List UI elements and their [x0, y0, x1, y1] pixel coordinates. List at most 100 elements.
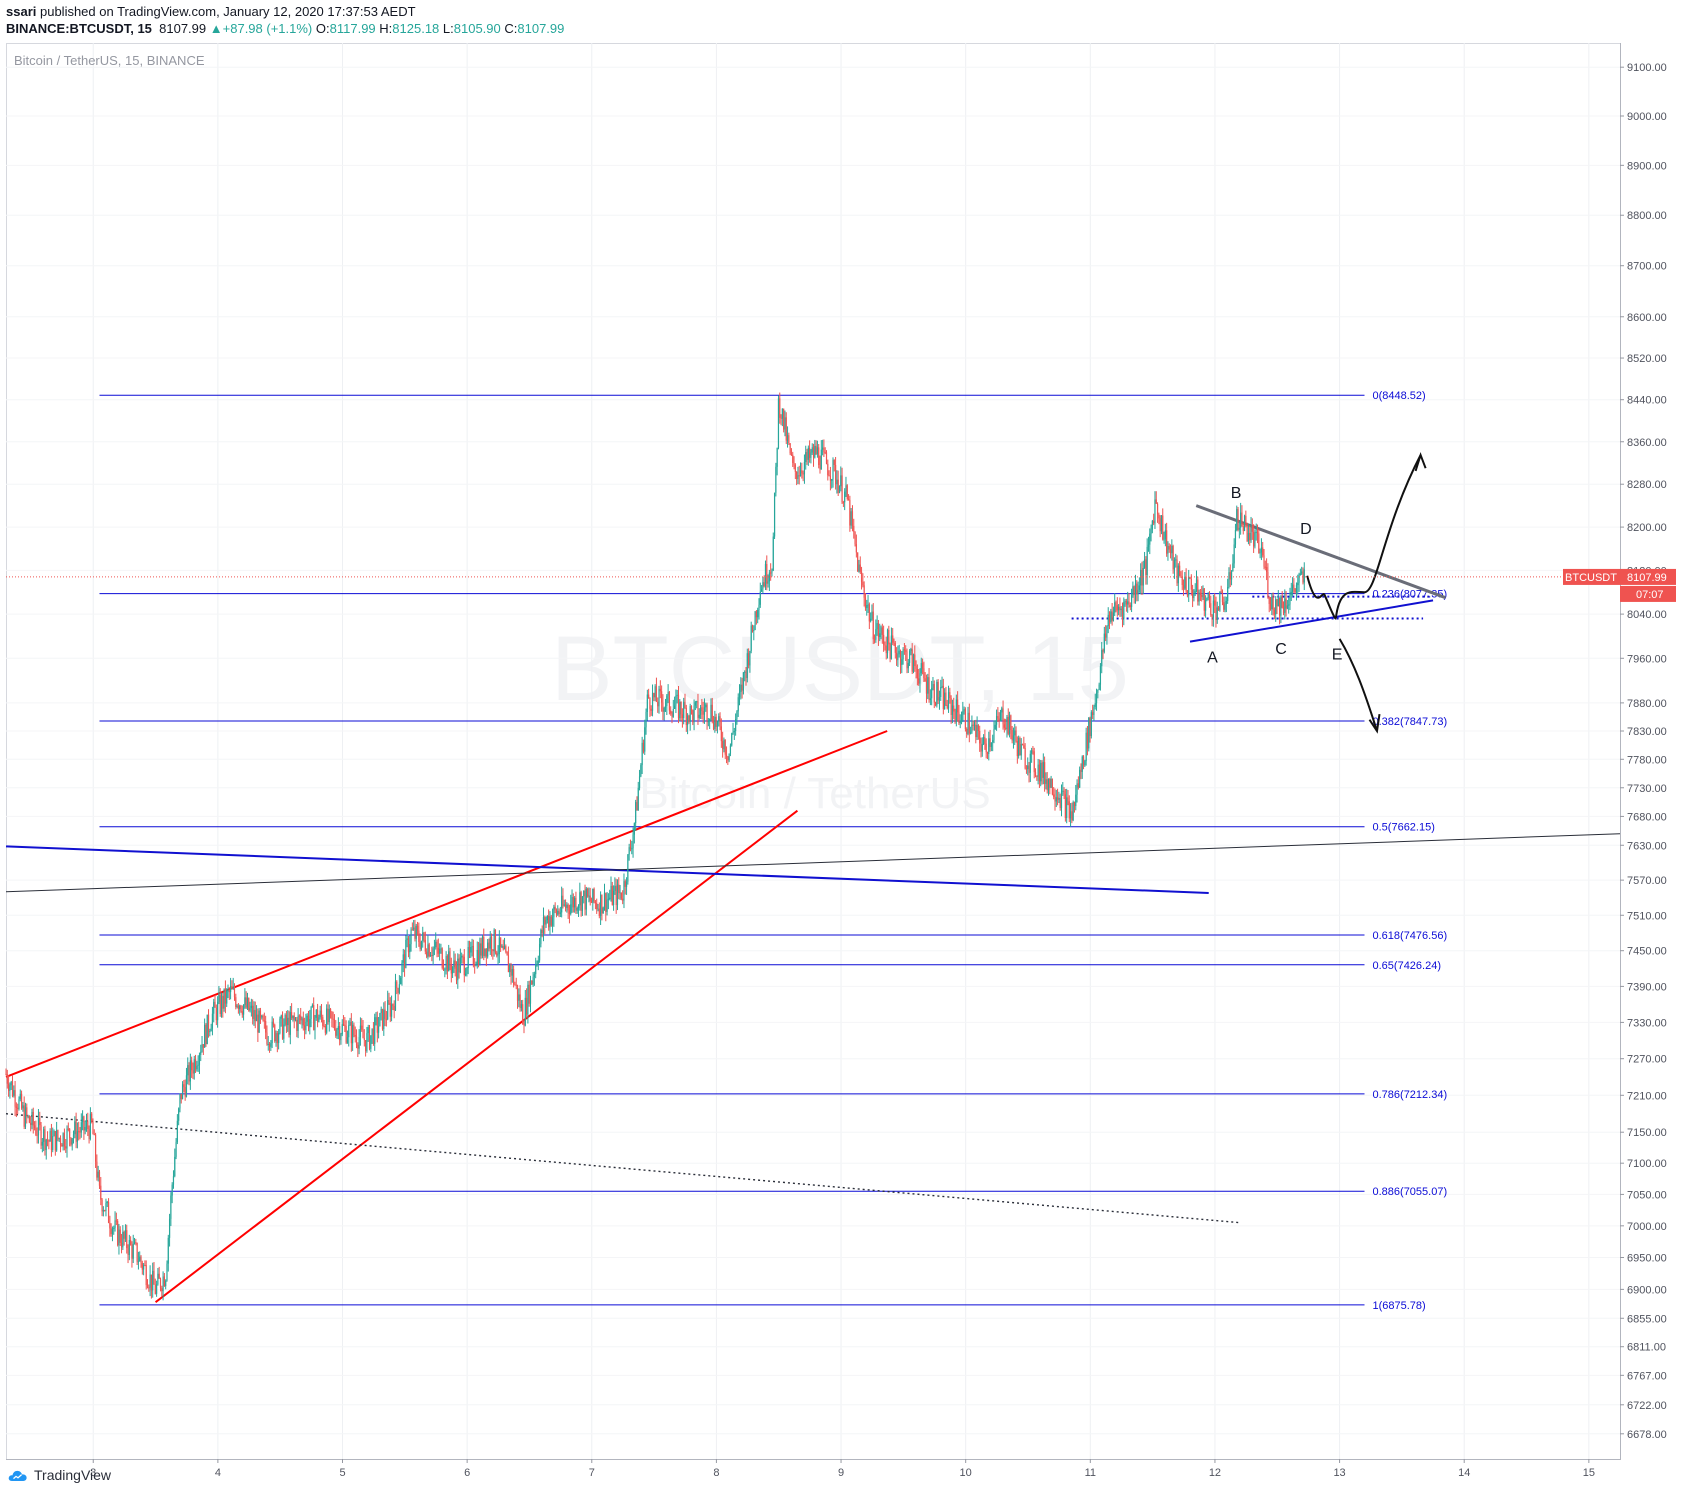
candle-body [940, 687, 942, 698]
candle-body [1049, 778, 1051, 788]
candle-body [1155, 499, 1157, 504]
candle-body [924, 678, 926, 682]
tradingview-logo[interactable]: TradingView [8, 1467, 111, 1483]
candle-body [497, 954, 499, 956]
candle-body [733, 731, 735, 733]
candle-body [990, 742, 992, 747]
candle-body [788, 435, 790, 444]
candle-body [988, 738, 990, 755]
candle-body [845, 485, 847, 492]
price-tick-label: 8440.00 [1627, 395, 1667, 407]
candle-body [1294, 588, 1296, 593]
candle-body [241, 1011, 243, 1015]
candle-body [625, 881, 628, 887]
candle-body [72, 1134, 75, 1139]
candle-body [1299, 573, 1301, 575]
candle-body [527, 984, 529, 1015]
candle-body [1124, 601, 1126, 603]
candle-body [971, 724, 973, 733]
candle-body [188, 1065, 190, 1082]
candle-body [1102, 650, 1104, 652]
candle-body [719, 716, 721, 727]
price-tick-label: 7570.00 [1627, 875, 1667, 887]
candle-body [1137, 589, 1139, 595]
candle-body [132, 1243, 134, 1259]
candle-body [88, 1129, 90, 1139]
candle-body [239, 1005, 241, 1009]
candle-body [805, 452, 807, 463]
candle-body [252, 1005, 254, 1019]
candle-body [180, 1093, 182, 1100]
price-tick-label: 8200.00 [1627, 522, 1667, 534]
candle-body [1088, 717, 1090, 749]
candle-body [689, 706, 691, 722]
candle-body [640, 765, 642, 777]
candle-body [945, 692, 947, 705]
wave-label-C: C [1275, 641, 1287, 658]
time-axis[interactable]: 3 4 5 6 7 8 9 10 11 12 13 14 15 [90, 1459, 1595, 1479]
price-axis[interactable]: 6678.00 6722.00 6767.00 6811.00 6855.00 6900.… [1620, 62, 1667, 1441]
candle-body [528, 984, 530, 1004]
candle-body [1068, 801, 1070, 819]
candle-body [780, 417, 782, 419]
candle-body [359, 1025, 362, 1038]
candle-body [583, 890, 585, 897]
fib-retracement[interactable]: 0(8448.52)0.236(8077.35)0.382(7847.73)0.… [99, 390, 1447, 1312]
candle-body [209, 1031, 211, 1033]
candle-body [120, 1242, 123, 1248]
candle-body [863, 585, 865, 598]
candle-body [1015, 730, 1017, 742]
candle-body [516, 984, 519, 1001]
candle-body [921, 663, 924, 669]
candle-body [1012, 735, 1015, 741]
price-tick-label: 8900.00 [1627, 160, 1667, 172]
candle-body [428, 944, 430, 957]
candle-body [1021, 744, 1024, 746]
candle-body [1047, 778, 1050, 791]
candle-body [20, 1093, 23, 1109]
candle-body [738, 692, 741, 698]
candle-body [319, 1010, 321, 1018]
candle-body [481, 936, 484, 956]
candle-body [654, 686, 656, 698]
candle-body [746, 653, 748, 678]
candle-body [1184, 576, 1186, 589]
candle-body [1175, 559, 1177, 561]
candle-body [1177, 565, 1179, 584]
candle-body [233, 987, 236, 998]
candle-body [168, 1218, 171, 1238]
candle-body [485, 948, 487, 957]
candle-body [655, 686, 658, 702]
candle-body [222, 995, 224, 1009]
candle-body [793, 462, 795, 465]
trendlines[interactable] [5, 504, 1621, 1303]
candle-body [58, 1138, 60, 1140]
candle-body [62, 1133, 64, 1147]
candle-body [1103, 633, 1105, 652]
candle-body [559, 912, 561, 914]
candle-body [240, 1005, 242, 1012]
candle-body [562, 895, 564, 906]
candle-body [1230, 571, 1233, 580]
candle-body [1090, 712, 1092, 737]
candle-body [363, 1038, 365, 1041]
candle-body [618, 884, 620, 893]
candle-body [897, 654, 899, 661]
candle-body [636, 802, 638, 811]
candle-body [1134, 583, 1137, 595]
candle-body [584, 890, 586, 910]
candle-body [219, 994, 221, 1014]
publisher-name[interactable]: ssari [6, 4, 37, 19]
candle-body [350, 1022, 352, 1044]
candle-body [323, 1025, 325, 1027]
price-tick-label: 8800.00 [1627, 210, 1667, 222]
candle-body [1010, 715, 1012, 731]
candle-body [576, 907, 578, 911]
candle-body [1092, 712, 1094, 716]
candle-body [115, 1220, 117, 1222]
candle-body [742, 672, 745, 691]
candle-body [358, 1037, 360, 1049]
candle-body [723, 739, 725, 750]
candle-body [226, 990, 228, 1004]
